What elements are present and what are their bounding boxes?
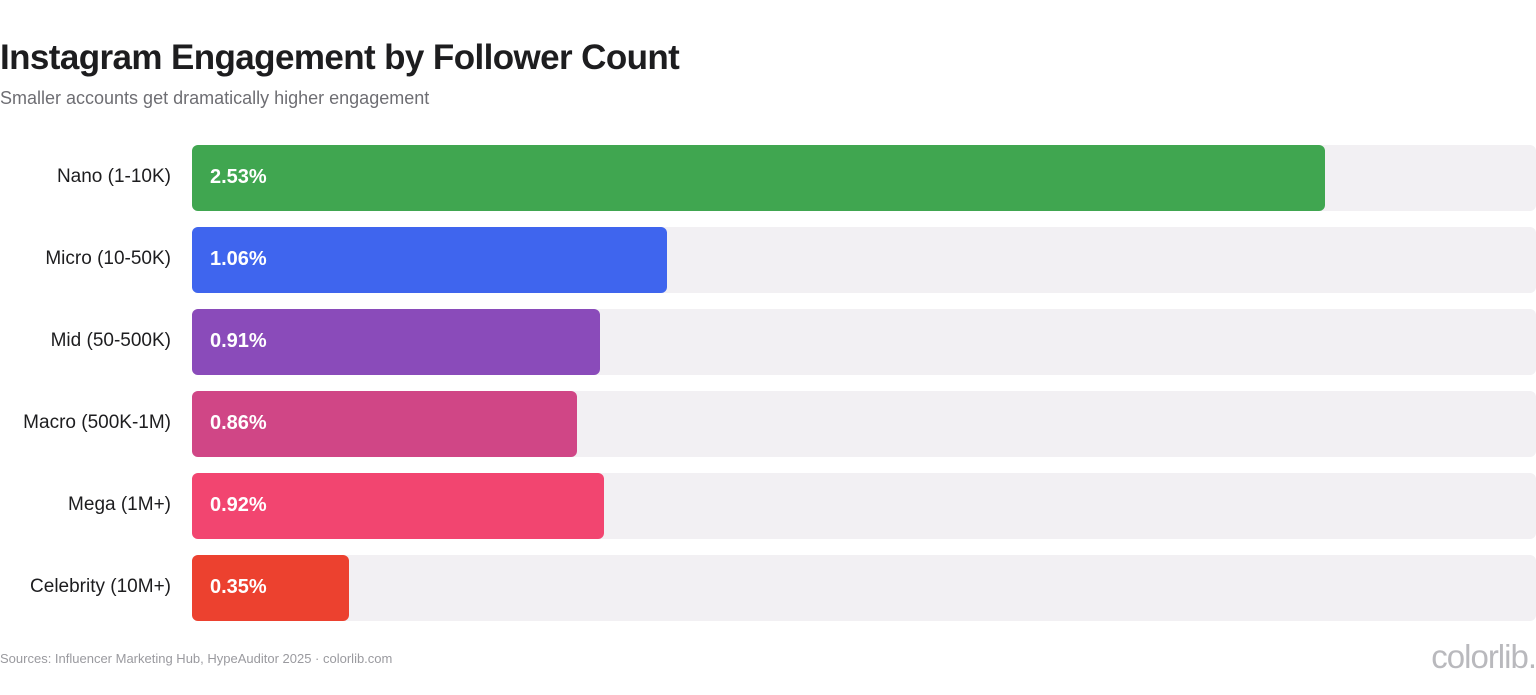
category-label: Mid (50-500K) [50,330,171,351]
bar [192,555,349,621]
colorlib-logo: colorlib. [1431,638,1536,675]
chart-subtitle: Smaller accounts get dramatically higher… [0,88,430,108]
value-label: 2.53% [210,166,267,188]
category-label: Nano (1-10K) [56,166,171,187]
value-label: 0.35% [210,576,267,598]
value-label: 1.06% [210,248,267,270]
bar-track [192,555,1536,621]
bar [192,473,604,539]
category-label: Celebrity (10M+) [30,576,171,597]
bar [192,309,600,375]
bar [192,227,667,293]
value-label: 0.92% [210,494,267,516]
bar [192,145,1325,211]
bar [192,391,577,457]
category-label: Mega (1M+) [68,494,171,515]
chart-title: Instagram Engagement by Follower Count [0,38,680,77]
value-label: 0.91% [210,330,267,352]
value-label: 0.86% [210,412,267,434]
category-label: Macro (500K-1M) [23,412,171,433]
source-note: Sources: Influencer Marketing Hub, HypeA… [0,651,393,666]
category-label: Micro (10-50K) [45,248,171,269]
